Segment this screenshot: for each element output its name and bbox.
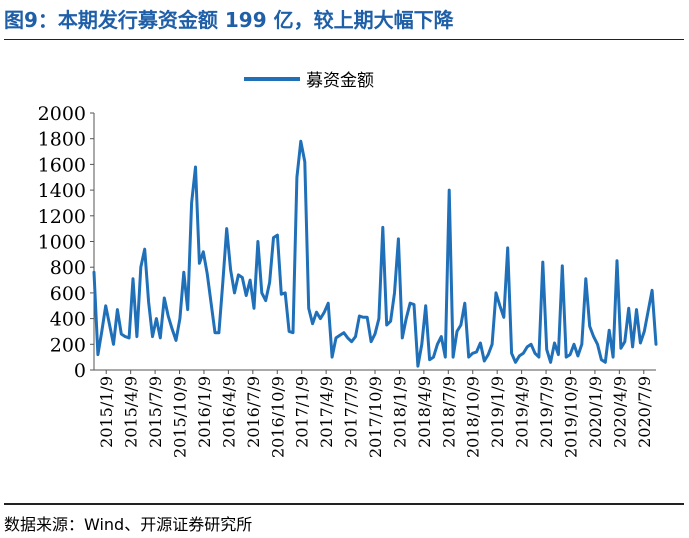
y-tick-label: 800	[50, 257, 86, 279]
legend-label: 募资金额	[306, 71, 374, 91]
y-tick-label: 2000	[38, 103, 86, 125]
y-tick-label: 0	[74, 360, 86, 382]
x-tick-label: 2020/1/9	[586, 376, 605, 448]
x-tick-label: 2018/4/9	[415, 376, 434, 448]
figure-title: 图9：本期发行募资金额 199 亿，较上期大幅下降	[4, 8, 454, 32]
source-note: 数据来源：Wind、开源证券研究所	[4, 515, 253, 534]
x-tick-label: 2015/4/9	[122, 376, 141, 448]
x-tick-label: 2019/4/9	[513, 376, 532, 448]
x-tick-label: 2019/10/9	[561, 376, 580, 458]
title-rule	[4, 39, 684, 40]
x-axis-ticks: 2015/1/9 2015/4/9 2015/7/9 2015/10/9 2016/1/…	[97, 370, 654, 458]
y-tick-label: 1200	[38, 206, 86, 228]
y-tick-label: 400	[50, 309, 86, 331]
x-tick-label: 2017/1/9	[293, 376, 312, 448]
x-tick-label: 2018/10/9	[464, 376, 483, 458]
x-tick-label: 2015/10/9	[171, 376, 190, 458]
x-tick-label: 2015/1/9	[97, 376, 116, 448]
y-axis-ticks: 0 200 400 600 800 1000 1200 1400 1600 1800 2000	[38, 103, 94, 382]
x-tick-label: 2017/10/9	[366, 376, 385, 458]
y-tick-label: 200	[50, 334, 86, 356]
x-tick-label: 2018/1/9	[390, 376, 409, 448]
x-tick-label: 2017/4/9	[317, 376, 336, 448]
x-tick-label: 2018/7/9	[439, 376, 458, 448]
x-tick-label: 2016/1/9	[195, 376, 214, 448]
legend: 募资金额	[244, 71, 374, 91]
y-tick-label: 1000	[38, 232, 86, 254]
x-tick-label: 2015/7/9	[146, 376, 165, 448]
y-tick-label: 1800	[38, 129, 86, 151]
series-line	[92, 139, 658, 368]
x-tick-label: 2016/4/9	[219, 376, 238, 448]
x-tick-label: 2017/7/9	[342, 376, 361, 448]
x-tick-label: 2020/4/9	[610, 376, 629, 448]
y-tick-label: 1400	[38, 180, 86, 202]
x-tick-label: 2020/7/9	[635, 376, 654, 448]
y-tick-label: 600	[50, 283, 86, 305]
x-tick-label: 2016/7/9	[244, 376, 263, 448]
x-tick-label: 2019/7/9	[537, 376, 556, 448]
line-chart: 募资金额 0 200 400 600 800 1000 1200 1400 1600 1800 20…	[38, 71, 658, 458]
y-tick-label: 1600	[38, 154, 86, 176]
x-tick-label: 2016/10/9	[268, 376, 287, 458]
x-tick-label: 2019/1/9	[488, 376, 507, 448]
source-rule	[4, 503, 684, 505]
